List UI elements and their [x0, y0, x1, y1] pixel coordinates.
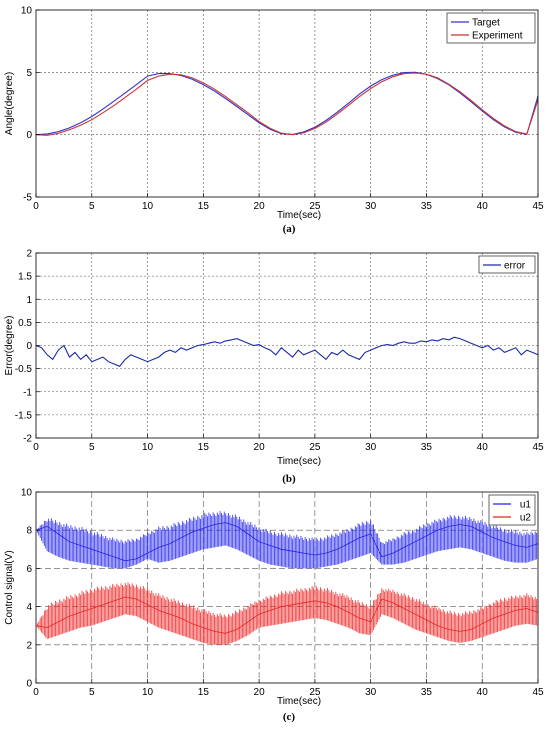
y-tick-label: 10	[21, 6, 33, 17]
legend-label-u2: u2	[520, 513, 532, 524]
x-tick-label: 40	[477, 442, 489, 453]
plot-frame	[35, 9, 539, 198]
Experiment-line	[35, 72, 539, 136]
x-tick-label: 15	[198, 201, 210, 212]
x-tick-label: 25	[309, 442, 321, 453]
legend-box	[488, 494, 536, 526]
y-axis-label: Error(degree)	[4, 315, 15, 375]
x-tick-label: 20	[254, 442, 266, 453]
x-tick-label: 35	[421, 442, 433, 453]
y-tick-label: 8	[26, 526, 32, 537]
legend-label-Experiment: Experiment	[472, 31, 523, 42]
x-tick-label: 30	[365, 442, 377, 453]
panel-caption: (b)	[282, 473, 296, 485]
plot-frame	[35, 491, 539, 684]
legend-label-Target: Target	[472, 18, 500, 29]
x-axis-label: Time(sec)	[277, 210, 321, 221]
panel-caption: (a)	[283, 223, 296, 235]
x-tick-label: 5	[89, 442, 95, 453]
x-tick-label: 15	[198, 442, 210, 453]
u1-line	[35, 522, 539, 562]
y-tick-label: -0.5	[15, 364, 33, 375]
y-tick-label: 1	[26, 295, 32, 306]
series-u2	[35, 582, 539, 645]
y-tick-label: 0	[26, 130, 32, 141]
x-tick-label: 25	[309, 201, 321, 212]
y-tick-label: 2	[26, 249, 32, 260]
x-tick-label: 0	[33, 201, 39, 212]
y-axis-label: Angle(degree)	[4, 72, 15, 135]
y-tick-label: -5	[23, 193, 32, 204]
x-tick-label: 40	[477, 687, 489, 698]
legend: error	[478, 255, 536, 274]
panel-c: 0 5 10 15 20 25 30 35 40 45 0 2 4 6 8 10 Time(sec) Contro…	[4, 488, 544, 724]
x-tick-label: 20	[254, 687, 266, 698]
x-tick-label: 30	[365, 201, 377, 212]
x-tick-label: 0	[33, 687, 39, 698]
x-axis-label: Time(sec)	[277, 696, 321, 707]
x-tick-label: 10	[142, 442, 154, 453]
x-axis-label: Time(sec)	[277, 456, 321, 467]
x-tick-label: 0	[33, 442, 39, 453]
y-tick-label: 0	[26, 341, 32, 352]
y-tick-label: -1.5	[15, 410, 33, 421]
x-tick-label: 45	[532, 442, 544, 453]
panel-caption: (c)	[283, 711, 296, 723]
x-tick-label: 10	[142, 201, 154, 212]
x-tick-label: 35	[421, 201, 433, 212]
series-Experiment	[35, 72, 539, 136]
x-tick-label: 25	[309, 687, 321, 698]
x-tick-label: 15	[198, 687, 210, 698]
error-line	[35, 336, 539, 367]
legend-box	[446, 12, 536, 44]
x-tick-label: 45	[532, 201, 544, 212]
x-tick-label: 35	[421, 687, 433, 698]
y-tick-label: 6	[26, 564, 32, 575]
series-u1	[35, 511, 539, 569]
y-tick-label: 0.5	[18, 318, 32, 329]
y-axis-label: Control signal(V)	[4, 550, 15, 624]
y-tick-label: 1.5	[18, 272, 32, 283]
plot-area	[36, 253, 538, 438]
series-error	[35, 336, 539, 367]
y-tick-label: -2	[23, 434, 32, 445]
y-tick-label: 0	[26, 679, 32, 690]
y-tick-label: 4	[26, 602, 32, 613]
legend-label-error: error	[504, 261, 526, 272]
panel-a: 0 5 10 15 20 25 30 35 40 45-50510Time(sec)Angle(d…	[4, 6, 544, 236]
y-tick-label: -1	[23, 387, 32, 398]
legend: Target Experiment	[446, 12, 536, 44]
x-tick-label: 5	[89, 201, 95, 212]
y-tick-label: 5	[26, 68, 32, 79]
x-tick-label: 5	[89, 687, 95, 698]
x-tick-label: 45	[532, 687, 544, 698]
x-tick-label: 30	[365, 687, 377, 698]
u2-line	[35, 596, 539, 634]
y-tick-label: 2	[26, 640, 32, 651]
panel-b: 0 5 10 15 20 25 30 35 40 45 -2 -1.5 -1 -0.5 0 0.5 1 1.5 2 T…	[4, 249, 544, 486]
legend-box	[478, 255, 536, 274]
y-tick-label: 10	[21, 488, 33, 499]
legend-label-u1: u1	[520, 500, 532, 511]
x-tick-label: 10	[142, 687, 154, 698]
x-tick-label: 20	[254, 201, 266, 212]
x-tick-label: 40	[477, 201, 489, 212]
